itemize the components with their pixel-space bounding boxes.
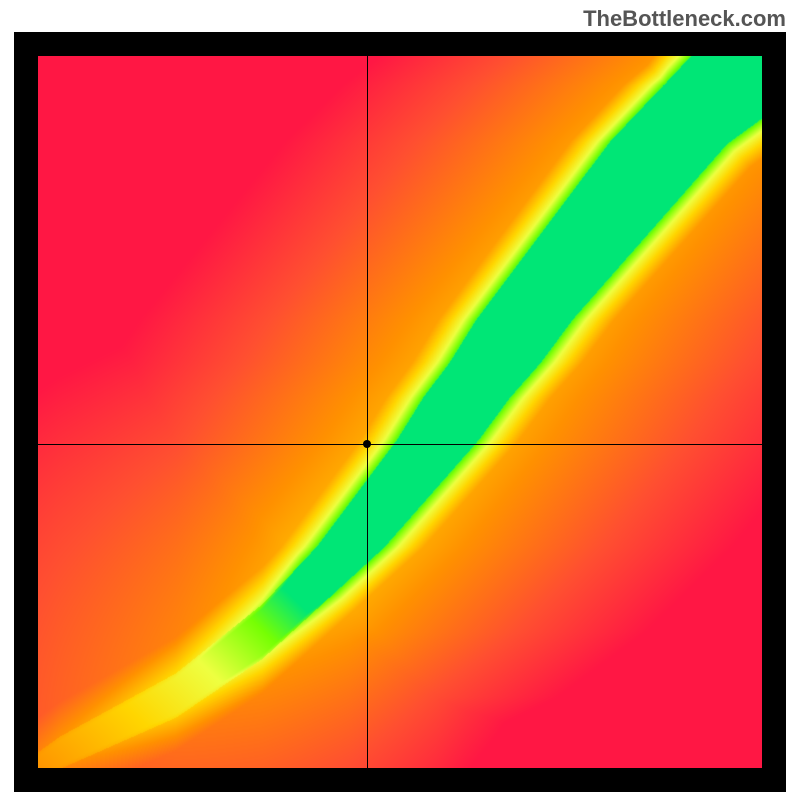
crosshair-horizontal	[38, 444, 762, 445]
chart-container: TheBottleneck.com	[0, 0, 800, 800]
heatmap-plot-area	[38, 56, 762, 768]
chart-outer-frame	[14, 32, 786, 792]
data-point-marker	[363, 440, 371, 448]
watermark-text: TheBottleneck.com	[583, 6, 786, 32]
heatmap-canvas	[38, 56, 762, 768]
crosshair-vertical	[367, 56, 368, 768]
